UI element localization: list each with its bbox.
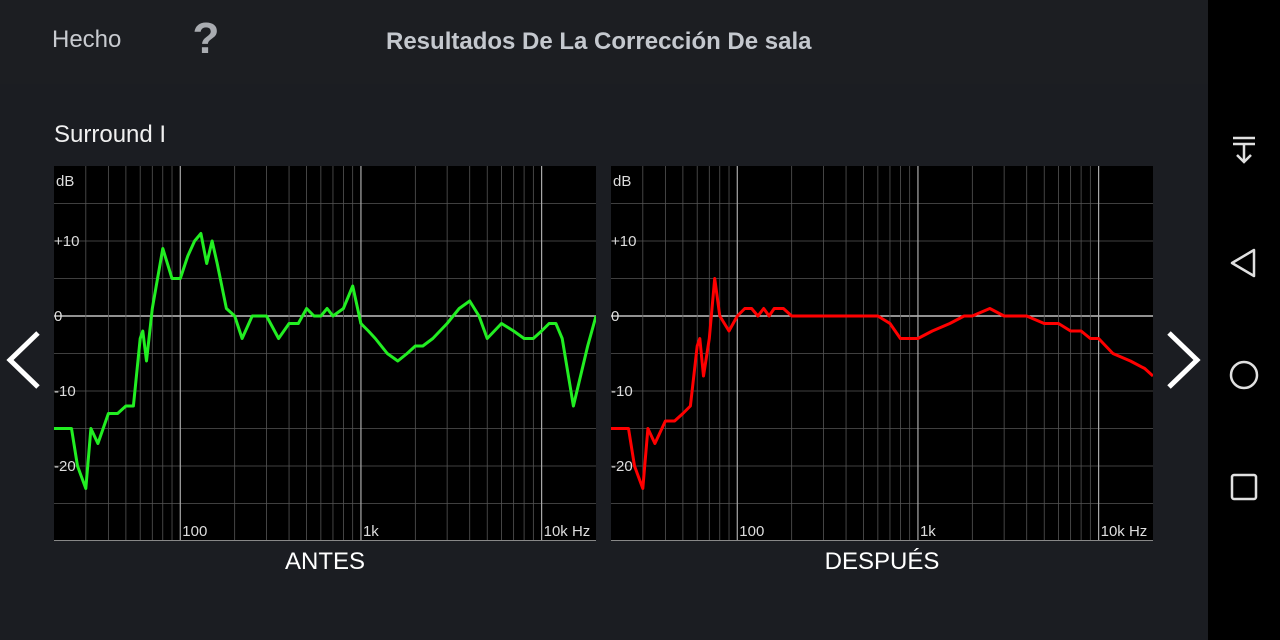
notification-pull-icon[interactable] xyxy=(1224,130,1264,170)
home-icon[interactable] xyxy=(1224,355,1264,395)
y-tick-label: 0 xyxy=(54,308,62,325)
x-tick-label: 10k Hz xyxy=(1101,523,1148,540)
app-bar: Hecho ? Resultados De La Corrección De s… xyxy=(0,0,1208,84)
response-curve xyxy=(611,277,1153,490)
x-tick-label: 100 xyxy=(739,523,764,540)
after-chart: dB +10 0 -10 -20 100 1k 10k Hz xyxy=(611,166,1153,541)
speaker-name: Surround I xyxy=(54,121,167,148)
system-nav-bar xyxy=(1208,0,1280,640)
y-tick-label: -20 xyxy=(611,458,633,475)
y-tick-label: -20 xyxy=(54,458,76,475)
help-icon[interactable]: ? xyxy=(192,14,220,63)
page-title: Resultados De La Corrección De sala xyxy=(386,28,812,55)
y-tick-label: -10 xyxy=(54,383,76,400)
chart-svg: dB +10 0 -10 -20 100 1k 10k Hz xyxy=(611,166,1153,541)
x-tick-label: 10k Hz xyxy=(544,523,591,540)
y-tick-label: 0 xyxy=(611,308,619,325)
y-tick-label: +10 xyxy=(611,233,636,250)
after-label: DESPUÉS xyxy=(824,548,940,575)
back-icon[interactable] xyxy=(1224,243,1264,283)
before-chart: dB +10 0 -10 -20 100 1k 10k Hz xyxy=(54,166,596,541)
x-tick-label: 100 xyxy=(182,523,207,540)
chart-svg: dB +10 0 -10 -20 100 1k 10k Hz xyxy=(54,166,596,541)
y-tick-label: -10 xyxy=(611,383,633,400)
recents-icon[interactable] xyxy=(1224,467,1264,507)
done-button[interactable]: Hecho xyxy=(52,26,122,53)
y-unit-label: dB xyxy=(56,173,74,190)
y-tick-label: +10 xyxy=(54,233,79,250)
next-arrow-icon[interactable] xyxy=(1163,330,1203,390)
y-unit-label: dB xyxy=(613,173,631,190)
x-tick-label: 1k xyxy=(363,523,379,540)
x-tick-label: 1k xyxy=(920,523,936,540)
response-curve xyxy=(54,232,596,490)
before-label: ANTES xyxy=(284,548,365,575)
previous-arrow-icon[interactable] xyxy=(4,330,44,390)
